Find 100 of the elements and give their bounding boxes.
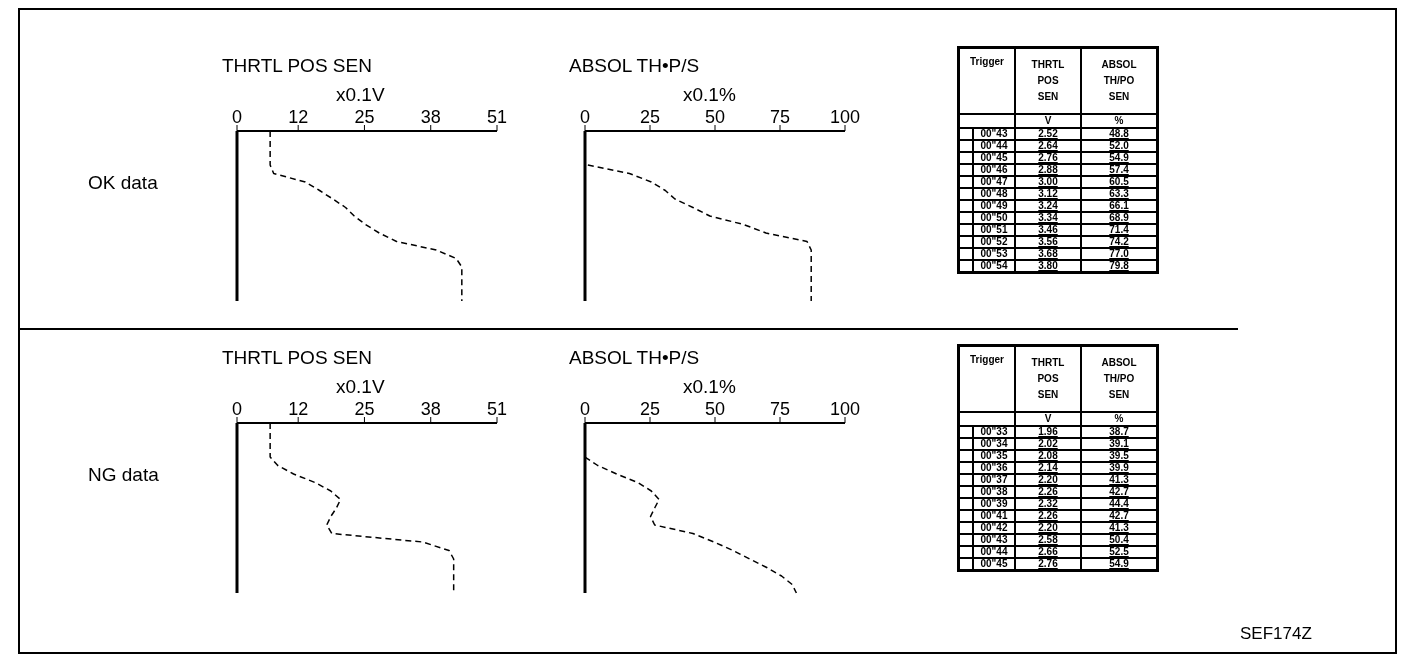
category-label: 00"49 — [972, 200, 1014, 211]
x-tick-label: 50 — [704, 107, 726, 127]
category-label: 00"43 — [972, 128, 1014, 139]
data-label: 2.26 — [1015, 486, 1081, 498]
data-label: 2.76 — [1015, 558, 1081, 571]
data-label: 2.02 — [1015, 438, 1081, 450]
category-label: 00"53 — [972, 248, 1014, 259]
data-label: 41.3 — [1081, 474, 1158, 486]
data-label: 2.76 — [1015, 152, 1081, 164]
x-tick-label: 75 — [769, 399, 791, 419]
data-label: 3.56 — [1015, 236, 1081, 248]
x-tick-label: 51 — [486, 399, 508, 419]
data-label: 63.3 — [1081, 188, 1158, 200]
category-label: 00"46 — [972, 164, 1014, 175]
x-tick-label: 100 — [829, 399, 861, 419]
chart-title: THRTL POS SEN — [222, 347, 372, 369]
data-label: 3.68 — [1015, 248, 1081, 260]
category-label: 00"33 — [972, 426, 1014, 437]
data-label: 74.2 — [1081, 236, 1158, 248]
data-label: 2.32 — [1015, 498, 1081, 510]
data-label: 2.52 — [1015, 128, 1081, 140]
data-label: 39.5 — [1081, 450, 1158, 462]
data-label: 2.58 — [1015, 534, 1081, 546]
category-label: 00"45 — [972, 558, 1014, 569]
x-tick-label: 75 — [769, 107, 791, 127]
category-label: 00"43 — [972, 534, 1014, 545]
text: THRTL POS SEN — [1030, 58, 1066, 104]
text: V — [1015, 114, 1081, 128]
chart-title: ABSOL TH•P/S — [569, 55, 700, 77]
category-label: 00"50 — [972, 212, 1014, 223]
data-label: 42.7 — [1081, 486, 1158, 498]
data-label: 48.8 — [1081, 128, 1158, 140]
data-label: 79.8 — [1081, 260, 1158, 273]
text: % — [1081, 412, 1158, 426]
category-label: 00"39 — [972, 498, 1014, 509]
category-label: 00"44 — [972, 140, 1014, 151]
data-label: 54.9 — [1081, 558, 1158, 571]
data-label: 2.08 — [1015, 450, 1081, 462]
data-label: 52.0 — [1081, 140, 1158, 152]
data-label: 50.4 — [1081, 534, 1158, 546]
data-label: 3.00 — [1015, 176, 1081, 188]
text: SEF174Z — [1240, 624, 1312, 644]
x-tick-label: 25 — [354, 399, 375, 419]
category-label: 00"44 — [972, 546, 1014, 557]
data-label: 3.80 — [1015, 260, 1081, 273]
x-axis-title: x0.1V — [336, 376, 385, 398]
data-label: 52.5 — [1081, 546, 1158, 558]
x-tick-label: 38 — [420, 107, 441, 127]
x-tick-label: 12 — [288, 399, 309, 419]
data-label: 2.20 — [1015, 522, 1081, 534]
data-label: 3.12 — [1015, 188, 1081, 200]
data-label: 38.7 — [1081, 426, 1158, 438]
x-axis-title: x0.1V — [336, 84, 385, 106]
data-label: 57.4 — [1081, 164, 1158, 176]
data-label: 44.4 — [1081, 498, 1158, 510]
x-axis-title: x0.1% — [683, 376, 736, 398]
category-label: 00"35 — [972, 450, 1014, 461]
category-label: 00"36 — [972, 462, 1014, 473]
x-tick-label: 100 — [829, 107, 861, 127]
data-label: 2.66 — [1015, 546, 1081, 558]
text: OK data — [88, 172, 158, 194]
data-label: 3.46 — [1015, 224, 1081, 236]
data-label: 3.24 — [1015, 200, 1081, 212]
category-label: 00"48 — [972, 188, 1014, 199]
text: NG data — [88, 464, 159, 486]
data-label: 3.34 — [1015, 212, 1081, 224]
category-label: 00"54 — [972, 260, 1014, 271]
data-label: 1.96 — [1015, 426, 1081, 438]
x-tick-label: 25 — [639, 107, 661, 127]
x-tick-label: 38 — [420, 399, 441, 419]
data-label: 41.3 — [1081, 522, 1158, 534]
category-label: 00"41 — [972, 510, 1014, 521]
x-tick-label: 0 — [231, 399, 243, 419]
category-label: 00"38 — [972, 486, 1014, 497]
x-tick-label: 0 — [579, 107, 591, 127]
text: % — [1081, 114, 1158, 128]
x-tick-label: 25 — [639, 399, 661, 419]
category-label: 00"37 — [972, 474, 1014, 485]
text: Trigger — [958, 345, 1015, 412]
category-label: 00"52 — [972, 236, 1014, 247]
text: ABSOL TH/PO SEN — [1100, 58, 1138, 104]
chart-title: ABSOL TH•P/S — [569, 347, 700, 369]
data-label: 66.1 — [1081, 200, 1158, 212]
data-label: 2.64 — [1015, 140, 1081, 152]
x-tick-label: 51 — [486, 107, 508, 127]
data-label: 71.4 — [1081, 224, 1158, 236]
data-label: 39.1 — [1081, 438, 1158, 450]
category-label: 00"42 — [972, 522, 1014, 533]
text: ABSOL TH/PO SEN — [1100, 356, 1138, 402]
text: THRTL POS SEN — [1030, 356, 1066, 402]
data-label: 77.0 — [1081, 248, 1158, 260]
category-label: 00"47 — [972, 176, 1014, 187]
data-label: 2.26 — [1015, 510, 1081, 522]
x-tick-label: 0 — [579, 399, 591, 419]
data-label: 68.9 — [1081, 212, 1158, 224]
data-label: 54.9 — [1081, 152, 1158, 164]
chart-title: THRTL POS SEN — [222, 55, 372, 77]
category-label: 00"34 — [972, 438, 1014, 449]
data-label: 2.88 — [1015, 164, 1081, 176]
x-tick-label: 12 — [288, 107, 309, 127]
